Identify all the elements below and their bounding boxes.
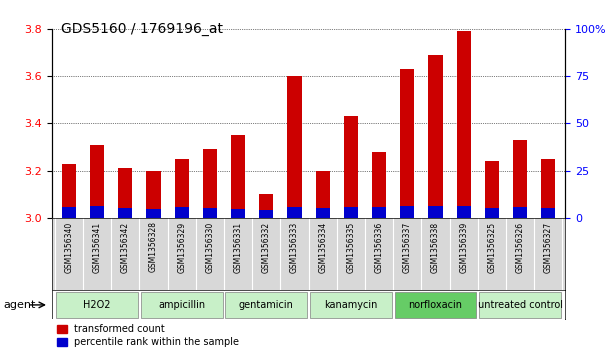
Bar xyxy=(287,207,301,218)
Bar xyxy=(259,210,273,218)
Bar xyxy=(175,159,189,218)
Text: gentamicin: gentamicin xyxy=(239,300,294,310)
Bar xyxy=(287,76,301,218)
Bar xyxy=(400,69,414,218)
Bar xyxy=(344,116,358,218)
Text: GSM1356340: GSM1356340 xyxy=(64,221,73,273)
Text: untreated control: untreated control xyxy=(478,300,563,310)
Bar xyxy=(513,207,527,218)
Bar xyxy=(456,31,470,218)
Text: GSM1356337: GSM1356337 xyxy=(403,221,412,273)
Text: GSM1356334: GSM1356334 xyxy=(318,221,327,273)
FancyBboxPatch shape xyxy=(479,292,561,318)
Bar xyxy=(316,171,330,218)
Bar xyxy=(147,209,161,218)
Text: GSM1356342: GSM1356342 xyxy=(121,221,130,273)
Text: GSM1356335: GSM1356335 xyxy=(346,221,356,273)
Text: GSM1356338: GSM1356338 xyxy=(431,221,440,273)
Text: ampicillin: ampicillin xyxy=(158,300,205,310)
Legend: transformed count, percentile rank within the sample: transformed count, percentile rank withi… xyxy=(57,324,240,347)
Bar xyxy=(372,207,386,218)
Text: H2O2: H2O2 xyxy=(83,300,111,310)
Text: GSM1356341: GSM1356341 xyxy=(92,221,101,273)
Bar xyxy=(513,140,527,218)
Bar xyxy=(344,207,358,218)
Text: kanamycin: kanamycin xyxy=(324,300,378,310)
Bar xyxy=(90,207,104,218)
Bar xyxy=(428,55,442,218)
FancyBboxPatch shape xyxy=(310,292,392,318)
Text: GDS5160 / 1769196_at: GDS5160 / 1769196_at xyxy=(61,22,223,36)
Bar xyxy=(485,161,499,218)
Text: GSM1356339: GSM1356339 xyxy=(459,221,468,273)
Bar xyxy=(62,207,76,218)
Bar xyxy=(485,208,499,218)
Bar xyxy=(541,208,555,218)
FancyBboxPatch shape xyxy=(395,292,477,318)
Bar xyxy=(147,171,161,218)
Bar xyxy=(541,159,555,218)
Bar xyxy=(231,209,245,218)
Text: GSM1356329: GSM1356329 xyxy=(177,221,186,273)
Text: norfloxacin: norfloxacin xyxy=(409,300,463,310)
Text: GSM1356333: GSM1356333 xyxy=(290,221,299,273)
Text: GSM1356326: GSM1356326 xyxy=(516,221,525,273)
Bar xyxy=(456,207,470,218)
Text: GSM1356325: GSM1356325 xyxy=(488,221,496,273)
Bar xyxy=(372,152,386,218)
Bar xyxy=(118,168,133,218)
Bar xyxy=(259,194,273,218)
Text: GSM1356336: GSM1356336 xyxy=(375,221,384,273)
FancyBboxPatch shape xyxy=(225,292,307,318)
Bar xyxy=(203,208,217,218)
Text: GSM1356330: GSM1356330 xyxy=(205,221,214,273)
Bar xyxy=(62,163,76,218)
FancyBboxPatch shape xyxy=(56,292,138,318)
FancyBboxPatch shape xyxy=(141,292,222,318)
Bar xyxy=(90,144,104,218)
Bar xyxy=(203,149,217,218)
Text: GSM1356331: GSM1356331 xyxy=(233,221,243,273)
Text: GSM1356328: GSM1356328 xyxy=(149,221,158,272)
Text: GSM1356327: GSM1356327 xyxy=(544,221,553,273)
Bar xyxy=(400,207,414,218)
Bar xyxy=(231,135,245,218)
Text: GSM1356332: GSM1356332 xyxy=(262,221,271,273)
Text: agent: agent xyxy=(3,300,35,310)
Bar xyxy=(175,207,189,218)
Bar xyxy=(316,208,330,218)
Bar xyxy=(118,208,133,218)
Bar xyxy=(428,207,442,218)
